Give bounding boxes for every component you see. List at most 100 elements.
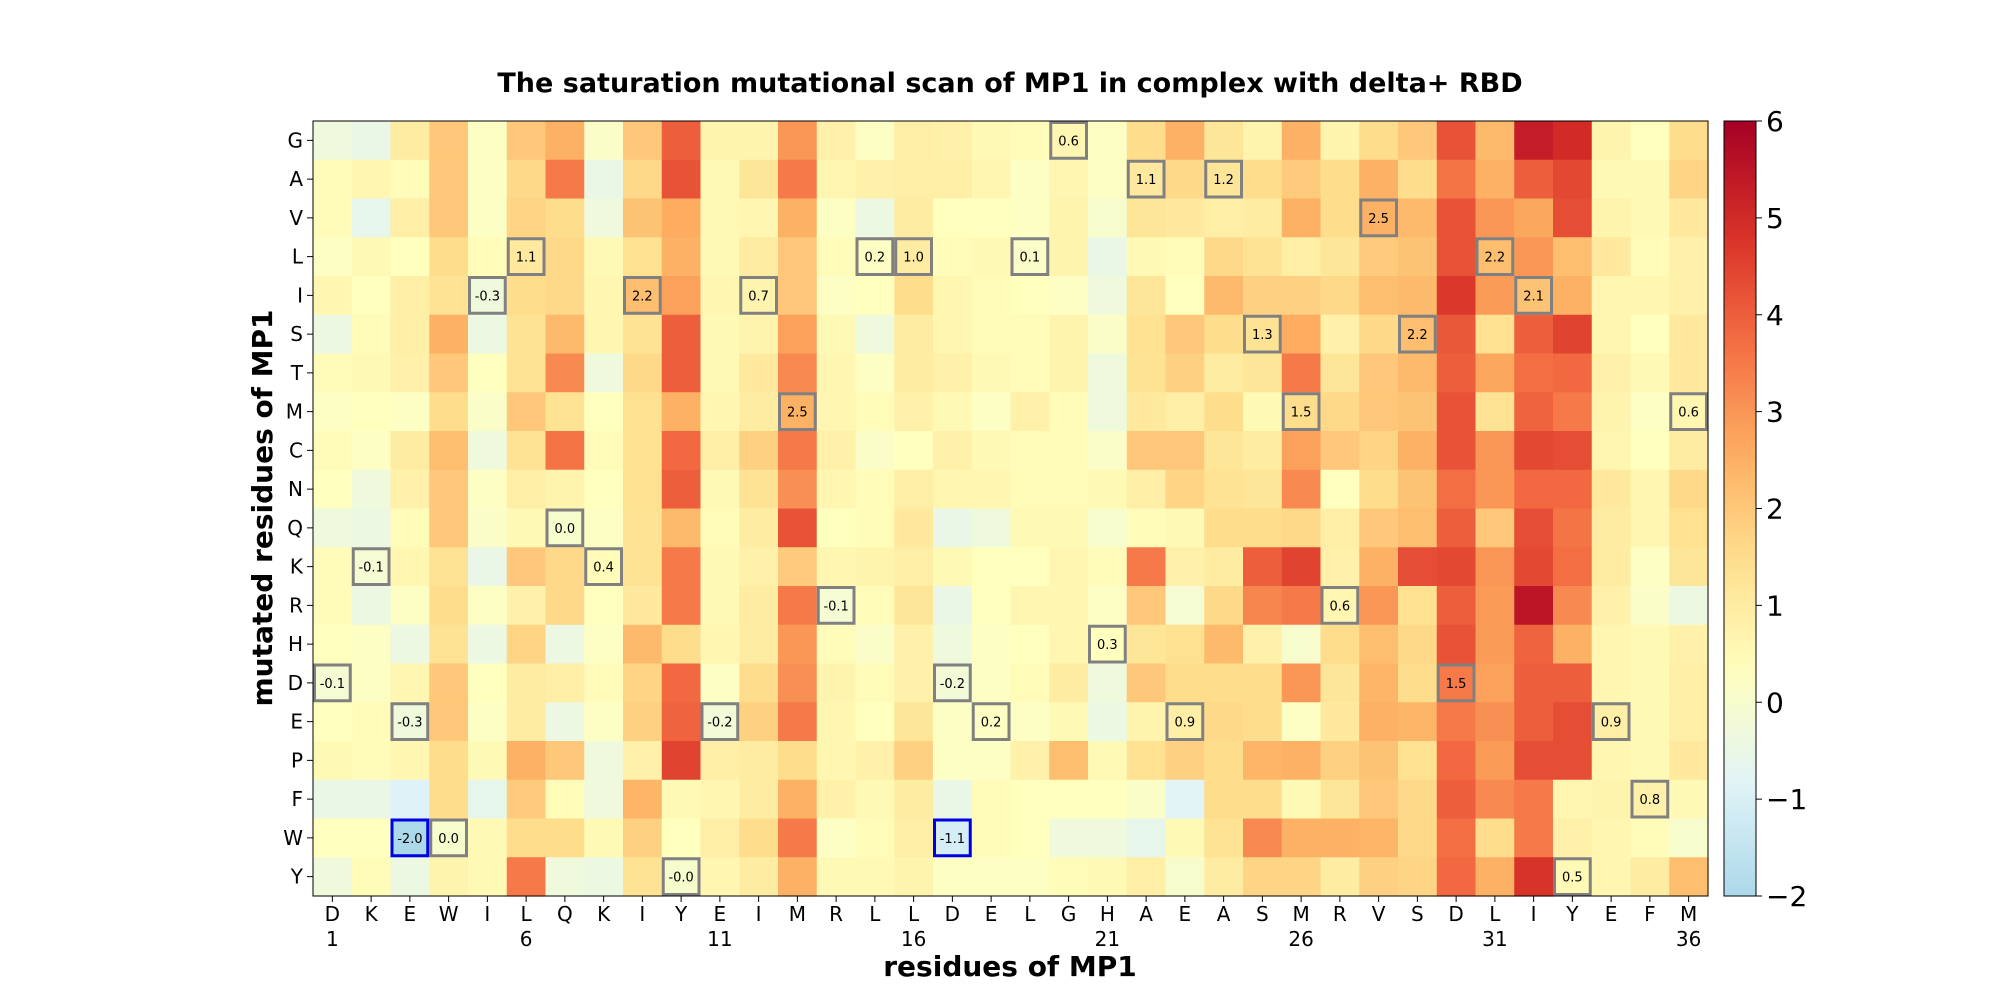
heatmap-cell	[1475, 469, 1515, 510]
heatmap-cell	[390, 353, 430, 393]
heatmap-cell	[1514, 314, 1554, 355]
x-tick-label: D	[945, 902, 960, 926]
heatmap-cell	[1591, 469, 1632, 510]
heatmap-cell	[1165, 121, 1205, 161]
heatmap-cell	[313, 237, 353, 277]
heatmap-cell	[1204, 818, 1244, 858]
heatmap-cell	[933, 159, 973, 200]
heatmap-cell	[1243, 663, 1283, 703]
heatmap-cell	[1514, 818, 1554, 858]
heatmap-cell	[584, 314, 624, 355]
heatmap-cell	[390, 314, 430, 355]
heatmap-cell	[1204, 547, 1244, 587]
x-tick-label: F	[1644, 902, 1656, 926]
heatmap-cell	[390, 392, 430, 432]
heatmap-cell	[1010, 237, 1050, 277]
heatmap-cell	[1475, 741, 1515, 781]
x-tick-label: L	[1024, 902, 1036, 926]
heatmap-cell	[855, 779, 895, 820]
heatmap-cell	[1669, 121, 1709, 161]
heatmap-cell	[1165, 624, 1205, 665]
heatmap-cell	[971, 508, 1012, 548]
heatmap-cell	[1126, 508, 1167, 548]
annotation-box	[1398, 314, 1437, 354]
heatmap-cell	[584, 159, 624, 200]
annotation-box	[506, 237, 546, 276]
heatmap-cell	[1514, 276, 1554, 316]
heatmap-cell	[1010, 353, 1050, 393]
x-tick-number: 21	[1095, 927, 1120, 951]
heatmap-cell	[1320, 159, 1360, 200]
heatmap-cell	[1398, 469, 1438, 510]
heatmap-cell	[468, 469, 508, 510]
heatmap-cell	[1591, 663, 1632, 703]
heatmap-cell	[545, 586, 585, 626]
heatmap-cell	[1359, 392, 1399, 432]
heatmap-cell	[1436, 431, 1477, 471]
heatmap-cell	[1630, 159, 1670, 200]
heatmap-cell	[1088, 818, 1128, 858]
heatmap-cell	[1669, 586, 1709, 626]
heatmap-cell	[1553, 508, 1593, 548]
heatmap-cell	[739, 353, 779, 393]
y-tick-label: N	[288, 477, 303, 501]
heatmap-cell	[739, 818, 779, 858]
heatmap-cell	[584, 741, 624, 781]
heatmap-cell	[1204, 276, 1244, 316]
heatmap-cell	[1243, 741, 1283, 781]
heatmap-cell	[933, 121, 973, 161]
colorbar	[1723, 120, 1757, 897]
annotation-label: 0.2	[981, 716, 1002, 731]
heatmap-cell	[1010, 857, 1050, 897]
heatmap-cell	[1088, 779, 1128, 820]
heatmap-cell	[1088, 741, 1128, 781]
heatmap-cell	[1591, 702, 1632, 742]
x-tick-number: 16	[901, 927, 926, 951]
heatmap-cell	[390, 431, 430, 471]
heatmap-cell	[1281, 857, 1322, 897]
heatmap-cell	[700, 276, 740, 316]
heatmap-cell	[933, 586, 973, 626]
heatmap-cell	[506, 392, 547, 432]
heatmap-cell	[816, 237, 857, 277]
heatmap-cell	[933, 741, 973, 781]
heatmap-cell	[661, 741, 702, 781]
heatmap-cell	[1088, 121, 1128, 161]
heatmap-cell	[700, 586, 740, 626]
heatmap-cell	[1010, 702, 1050, 742]
heatmap-cell	[1243, 159, 1283, 200]
heatmap-cell	[584, 663, 624, 703]
y-tick-label: R	[289, 593, 303, 617]
heatmap-cell	[468, 508, 508, 548]
heatmap-cell	[1630, 314, 1670, 355]
annotation-label: 0.6	[1678, 406, 1699, 421]
heatmap-cell	[545, 741, 585, 781]
heatmap-cell	[1591, 159, 1632, 200]
heatmap-cell	[1436, 159, 1477, 200]
heatmap-cell	[1320, 469, 1360, 510]
heatmap-cell	[313, 198, 353, 238]
heatmap-cell	[506, 624, 547, 665]
heatmap-cell	[390, 741, 430, 781]
y-tick-label: I	[297, 283, 303, 307]
x-tick-label: L	[521, 902, 533, 926]
heatmap-cell	[468, 431, 508, 471]
heatmap-cell	[1010, 624, 1050, 665]
heatmap-cell	[351, 121, 392, 161]
heatmap-cell	[1126, 159, 1167, 200]
annotation-label: 0.7	[748, 289, 769, 304]
heatmap-cell	[429, 624, 469, 665]
heatmap-cell	[1553, 586, 1593, 626]
annotation-box	[390, 818, 430, 858]
heatmap-cell	[1591, 431, 1632, 471]
heatmap-cell	[1475, 276, 1515, 316]
heatmap-cell	[1359, 469, 1399, 510]
heatmap-cell	[1630, 741, 1670, 781]
heatmap-cell	[1320, 663, 1360, 703]
heatmap-annotations: 0.6 1.1 1.2 2.5 1.1 0.2 1.0 0.1 2.2 -0.3 2.2 0.7 2.1…	[313, 121, 1708, 896]
heatmap-cell	[700, 741, 740, 781]
heatmap-cell	[739, 702, 779, 742]
heatmap-cell	[313, 353, 353, 393]
annotation-label: 0.4	[593, 561, 614, 576]
